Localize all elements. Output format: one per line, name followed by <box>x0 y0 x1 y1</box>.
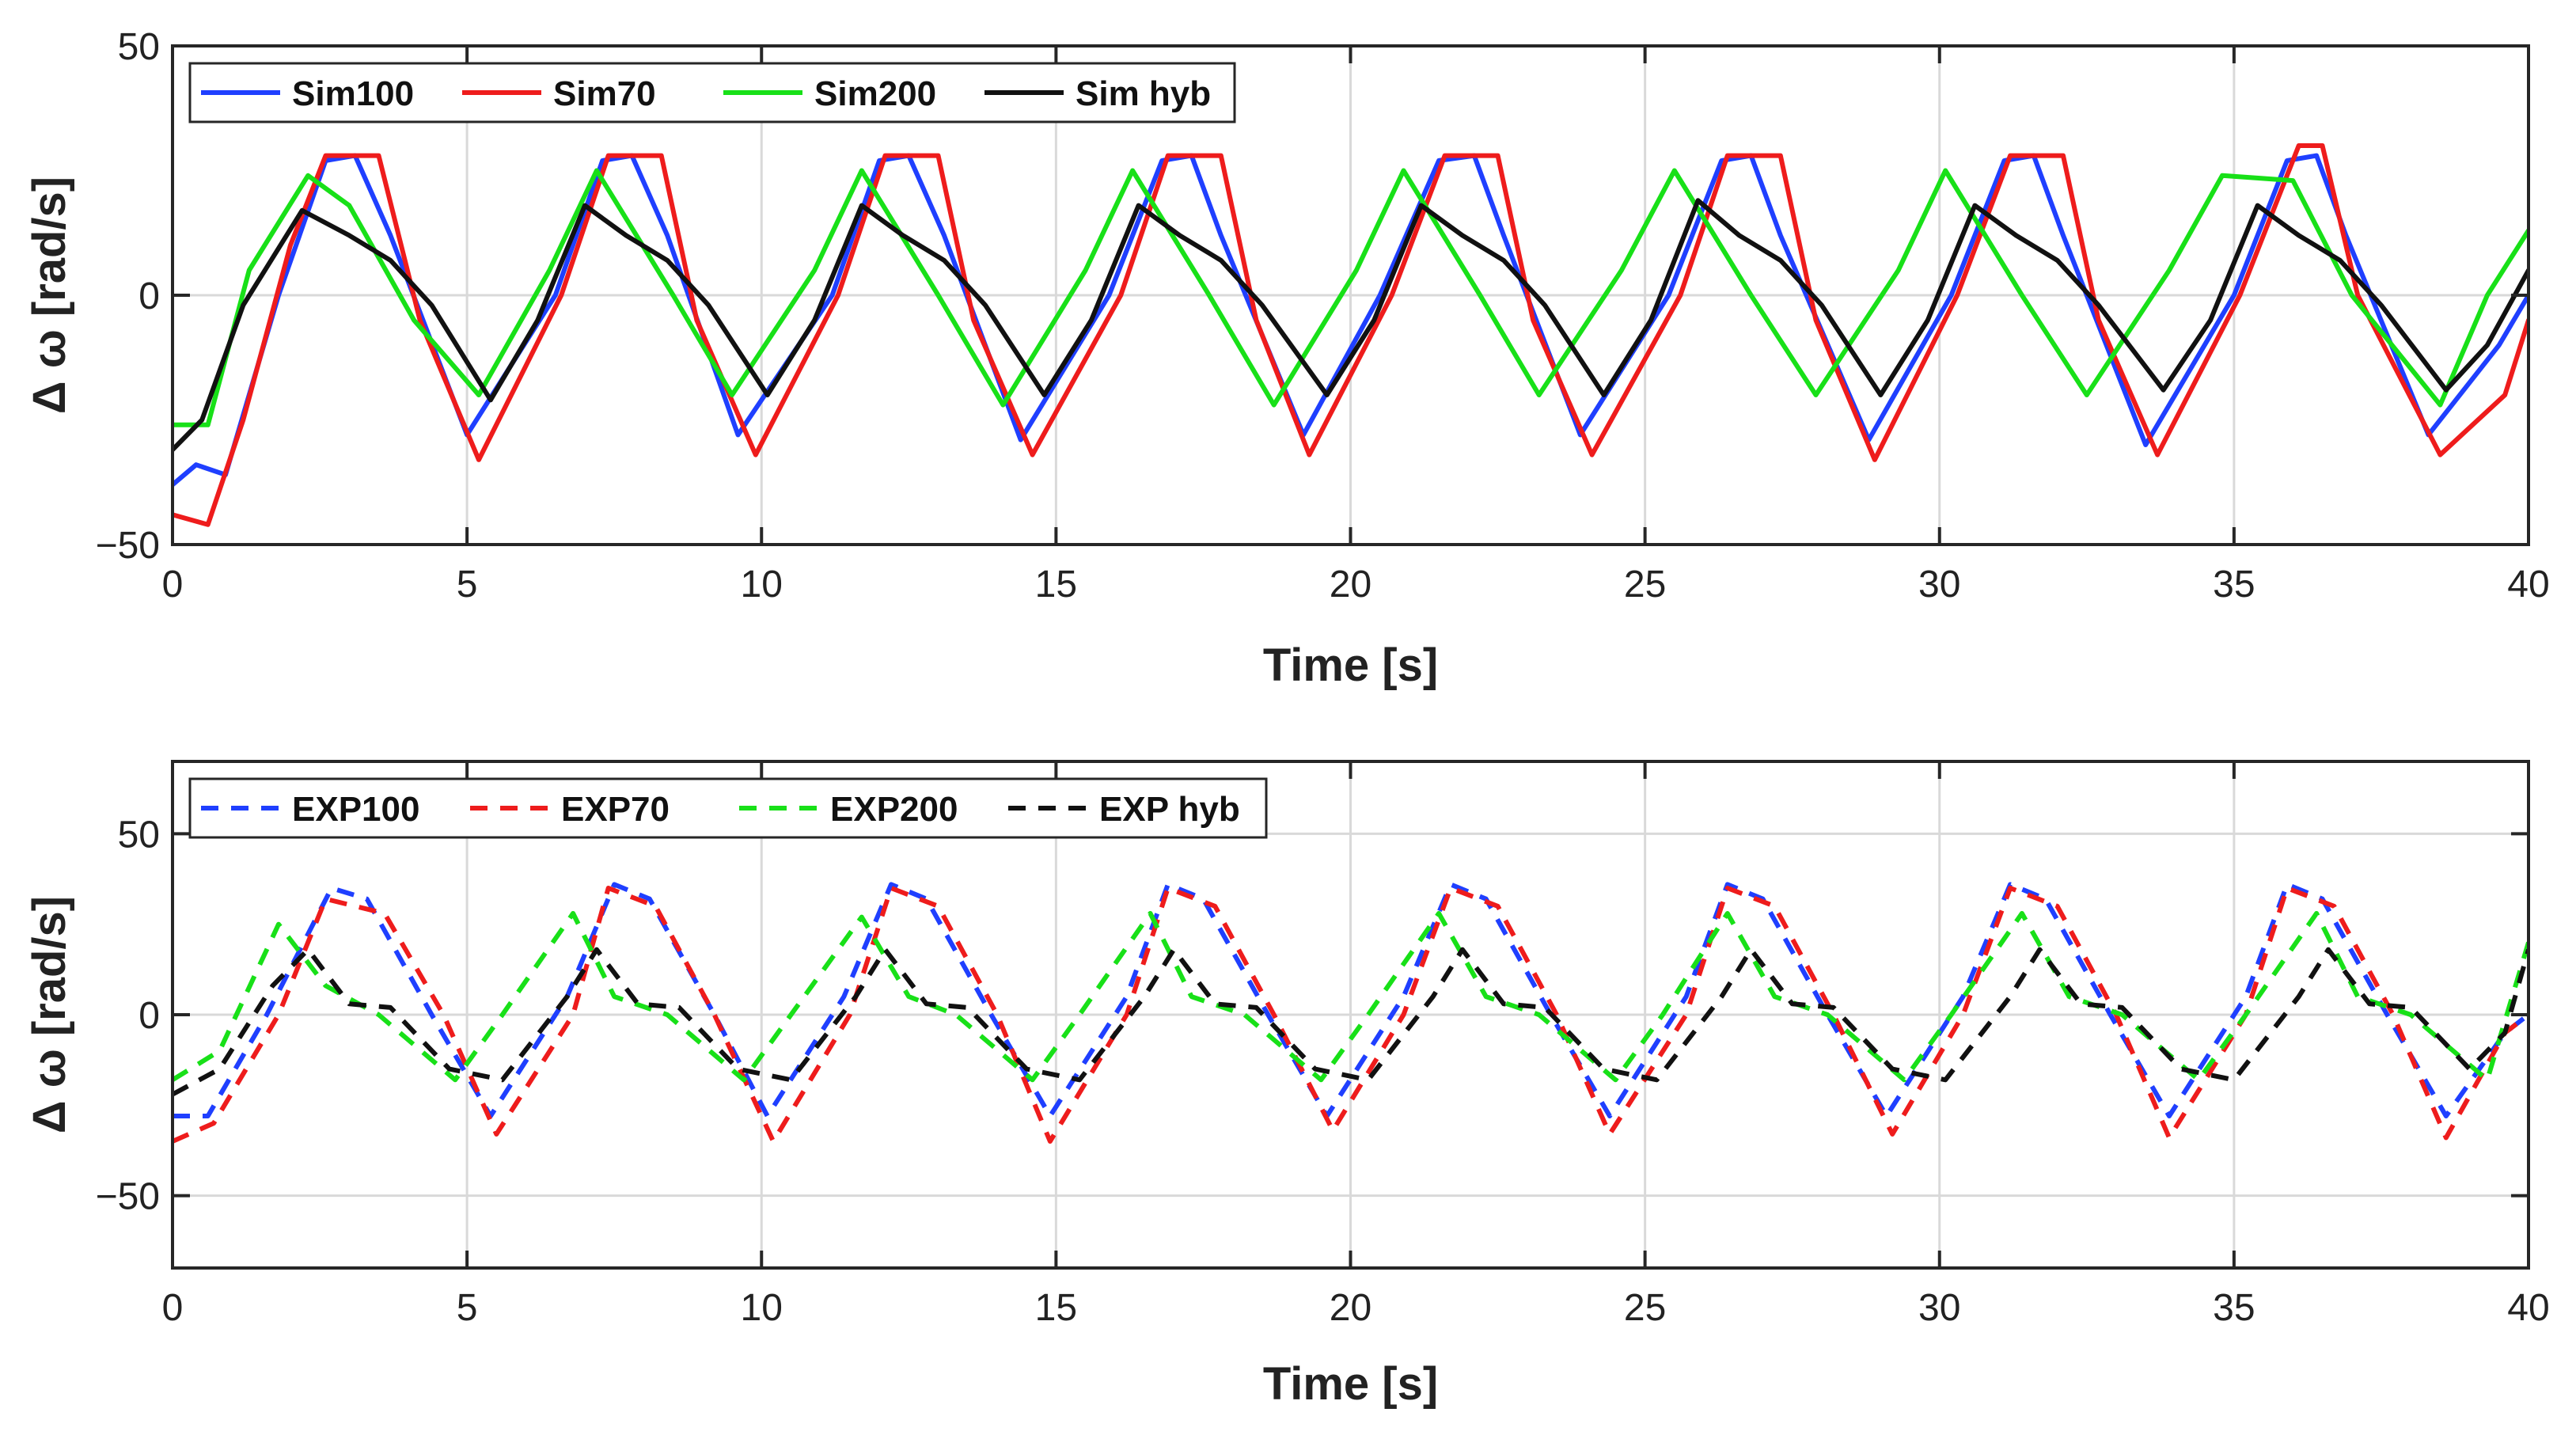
x-tick-label: 35 <box>2213 564 2255 606</box>
series-line-sim200 <box>173 168 2529 427</box>
x-tick-label: 5 <box>457 1287 478 1329</box>
x-tick-label: 30 <box>1918 1287 1960 1329</box>
x-tick-label: 35 <box>2213 1287 2255 1329</box>
x-tick-label: 20 <box>1330 564 1371 606</box>
y-tick-label: 50 <box>118 814 160 856</box>
series-line-exp-hyb <box>173 947 2529 1097</box>
legend-label-exp100: EXP100 <box>292 790 419 829</box>
legend-box <box>188 777 1268 839</box>
x-tick-label: 25 <box>1624 1287 1666 1329</box>
x-axis-label: Time [s] <box>1263 1358 1438 1410</box>
x-axis-label: Time [s] <box>1263 640 1438 691</box>
x-tick-label: 15 <box>1035 1287 1077 1329</box>
bottom-plot-panel: 0 5 10 15 20 25 30 35 40 −50 0 50 Time [s] Δ ω [rad/s… <box>24 760 2550 1410</box>
legend: Sim100 Sim70 Sim200 Sim hyb <box>188 62 1236 123</box>
series-line-exp100 <box>173 882 2529 1118</box>
y-tick-label: −50 <box>96 1176 160 1218</box>
x-tick-label: 10 <box>741 1287 783 1329</box>
legend-label-sim200: Sim200 <box>814 74 936 113</box>
y-tick-label: 0 <box>138 995 160 1037</box>
legend-label-exp70: EXP70 <box>561 790 670 829</box>
y-axis-label: Δ ω [rad/s] <box>24 896 75 1133</box>
x-tick-label: 5 <box>457 564 478 606</box>
x-tick-label: 30 <box>1918 564 1960 606</box>
x-tick-label: 40 <box>2507 1287 2549 1329</box>
y-tick-label: −50 <box>96 525 160 567</box>
legend-label-exp200: EXP200 <box>830 790 958 829</box>
series-line-sim70 <box>173 143 2529 527</box>
x-tick-label: 0 <box>162 564 184 606</box>
legend: EXP100 EXP70 EXP200 EXP hyb <box>188 777 1268 839</box>
legend-label-sim100: Sim100 <box>292 74 414 113</box>
series-group <box>173 143 2529 527</box>
x-tick-label: 0 <box>162 1287 184 1329</box>
series-line-sim-hyb <box>173 198 2529 453</box>
y-tick-label: 0 <box>138 275 160 317</box>
x-tick-label: 40 <box>2507 564 2549 606</box>
x-tick-label: 10 <box>741 564 783 606</box>
x-tick-label: 25 <box>1624 564 1666 606</box>
y-tick-label: 50 <box>118 26 160 68</box>
legend-label-exp-hyb: EXP hyb <box>1099 790 1240 829</box>
legend-label-sim70: Sim70 <box>553 74 656 113</box>
legend-label-sim-hyb: Sim hyb <box>1076 74 1211 113</box>
series-line-exp70 <box>173 886 2529 1144</box>
series-group <box>173 882 2529 1144</box>
series-line-exp200 <box>173 911 2529 1083</box>
x-tick-label: 15 <box>1035 564 1077 606</box>
y-axis-label: Δ ω [rad/s] <box>24 177 75 414</box>
x-tick-label: 20 <box>1330 1287 1371 1329</box>
